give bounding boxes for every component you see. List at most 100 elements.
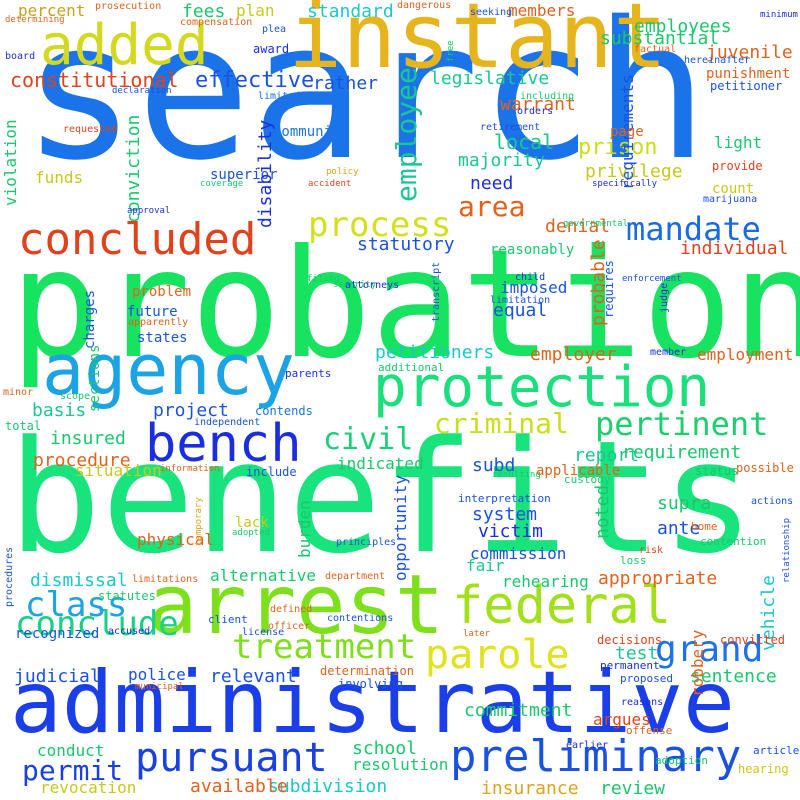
word-limitations: limitations xyxy=(132,574,199,585)
word-standard: standard xyxy=(307,1,394,22)
word-relationship: relationship xyxy=(782,517,792,583)
word-concluded: concluded xyxy=(18,214,257,265)
word-juvenile: juvenile xyxy=(706,42,793,63)
word-accident: accident xyxy=(308,179,352,189)
word-conclude: conclude xyxy=(15,604,179,644)
word-legislative: legislative xyxy=(430,68,550,89)
word-fair: fair xyxy=(466,556,505,575)
word-light: light xyxy=(714,133,763,152)
word-insurance: insurance xyxy=(481,778,579,799)
word-orders: orders xyxy=(517,106,554,117)
word-parents: parents xyxy=(285,367,332,380)
word-possible: possible xyxy=(736,461,794,475)
word-independent: independent xyxy=(194,417,261,428)
word-petitioners: petitioners xyxy=(375,342,495,363)
word-need: need xyxy=(470,173,514,194)
word-plan: plan xyxy=(236,1,275,20)
word-member: member xyxy=(650,347,687,358)
word-instant: instant xyxy=(288,0,668,89)
word-defined: defined xyxy=(270,604,313,615)
word-sections: sections xyxy=(87,344,103,413)
word-judge: judge xyxy=(659,282,670,313)
word-appropriate: appropriate xyxy=(598,568,718,589)
word-requirement: requirement xyxy=(622,442,742,463)
word-department: department xyxy=(325,571,386,582)
word-ante: ante xyxy=(657,518,701,539)
word-mandate: mandate xyxy=(626,210,761,248)
word-minor: minor xyxy=(3,387,34,398)
word-conduct: conduct xyxy=(37,741,105,760)
word-denial: denial xyxy=(545,216,611,237)
word-statutes: statutes xyxy=(98,589,156,603)
word-dangerous: dangerous xyxy=(397,0,452,11)
word-reasonably: reasonably xyxy=(490,242,575,258)
word-adopted: adopted xyxy=(232,528,270,538)
word-additional: additional xyxy=(378,361,445,374)
word-benefits: benefits xyxy=(8,407,755,588)
word-system: system xyxy=(472,504,538,525)
word-hearing: hearing xyxy=(738,762,789,776)
word-enforcement: enforcement xyxy=(622,274,682,284)
word-area: area xyxy=(458,190,526,223)
word-supra: supra xyxy=(657,493,712,514)
word-reasons: reasons xyxy=(621,697,664,708)
word-apparently: apparently xyxy=(128,317,189,328)
word-involving: involving xyxy=(338,677,404,691)
word-declaration: declaration xyxy=(112,86,172,96)
word-percent: percent xyxy=(18,1,86,20)
word-principles: principles xyxy=(336,537,397,548)
word-free: free xyxy=(446,39,456,62)
word-equal: equal xyxy=(493,300,548,321)
word-municipal: municipal xyxy=(135,682,184,692)
word-rehearing: rehearing xyxy=(502,572,589,591)
word-relevant: relevant xyxy=(210,666,297,687)
word-information: information xyxy=(160,464,220,474)
word-approval: approval xyxy=(127,206,171,216)
word-loss: loss xyxy=(620,554,647,567)
word-include: include xyxy=(246,465,297,479)
word-minimum: minimum xyxy=(760,10,798,20)
word-transcript: transcript xyxy=(431,261,442,322)
word-license: license xyxy=(242,627,285,638)
word-applicable: applicable xyxy=(536,463,621,479)
word-sentence: sentence xyxy=(690,666,777,687)
word-subd: subd xyxy=(472,455,516,476)
word-victim: victim xyxy=(478,521,544,542)
word-procedure: procedure xyxy=(33,450,131,471)
word-subdivision: subdivision xyxy=(268,776,388,797)
word-employment: employment xyxy=(697,345,794,364)
word-noted: noted xyxy=(592,484,613,539)
word-warrant: warrant xyxy=(500,94,576,115)
word-states: states xyxy=(137,330,188,346)
word-risk: risk xyxy=(639,545,664,556)
word-insured: insured xyxy=(50,428,126,449)
word-rather: rather xyxy=(313,73,379,94)
word-later: later xyxy=(463,629,491,639)
word-community: community xyxy=(273,124,349,140)
word-problem: problem xyxy=(132,284,192,300)
word-funds: funds xyxy=(35,168,84,187)
word-bench: bench xyxy=(145,414,302,474)
word-available: available xyxy=(190,776,288,797)
word-search: search xyxy=(22,0,709,202)
word-factual: factual xyxy=(634,44,677,55)
word-actions: actions xyxy=(751,496,794,507)
word-arrest: arrest xyxy=(148,558,445,653)
word-offense: offense xyxy=(626,724,673,737)
word-requires: requires xyxy=(602,259,616,318)
word-charges: charges xyxy=(82,289,98,349)
word-individual: individual xyxy=(680,238,789,259)
word-situation: situation xyxy=(75,461,162,480)
word-substantial: substantial xyxy=(600,28,720,49)
word-statutory: statutory xyxy=(357,234,455,255)
word-total: total xyxy=(5,419,42,433)
word-earlier: earlier xyxy=(566,740,609,751)
word-employee: employee xyxy=(390,67,423,203)
word-argues: argues xyxy=(593,710,651,729)
word-burden: burden xyxy=(295,499,314,558)
word-alternative: alternative xyxy=(210,566,316,585)
word-marijuana: marijuana xyxy=(703,194,758,205)
word-governmental: governmental xyxy=(563,219,629,229)
word-child: child xyxy=(515,272,546,283)
